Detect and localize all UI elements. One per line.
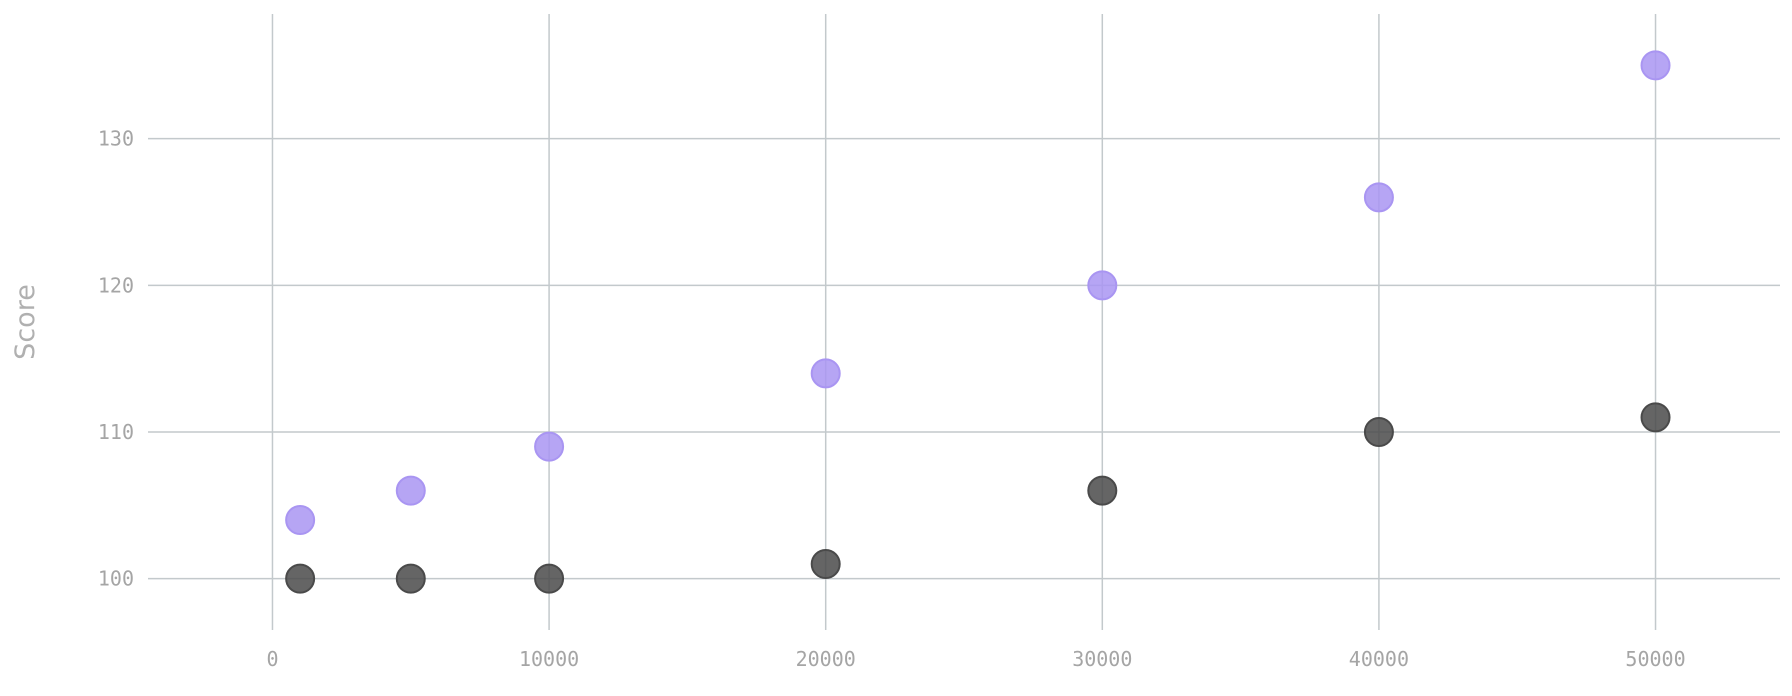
x-tick-label: 50000 — [1625, 647, 1685, 671]
data-point — [534, 431, 565, 462]
data-point — [285, 563, 316, 594]
x-tick-label: 10000 — [519, 647, 579, 671]
data-point — [1640, 50, 1671, 81]
y-axis-title: Score — [10, 284, 41, 360]
y-tick-label: 120 — [98, 273, 134, 297]
x-tick-label: 30000 — [1072, 647, 1132, 671]
data-point — [1087, 475, 1118, 506]
data-point — [395, 475, 426, 506]
data-point — [285, 505, 316, 535]
series-2 — [285, 402, 1671, 594]
data-point — [810, 549, 841, 579]
x-tick-label: 0 — [266, 647, 278, 671]
data-point — [1363, 417, 1394, 447]
data-point — [1363, 182, 1394, 213]
y-tick-label: 130 — [98, 127, 134, 151]
grid-layer — [148, 14, 1780, 630]
data-point — [1087, 270, 1118, 301]
y-tick-label: 100 — [98, 567, 134, 591]
series-1 — [285, 50, 1671, 535]
tick-label-layer: 0 10000 20000 30000 40000 50000 100 110 120 130 — [98, 127, 1686, 671]
x-tick-label: 20000 — [796, 647, 856, 671]
x-tick-label: 40000 — [1349, 647, 1409, 671]
points-layer — [285, 50, 1671, 594]
data-point — [1640, 402, 1671, 433]
y-tick-label: 110 — [98, 420, 134, 444]
data-point — [534, 563, 565, 594]
data-point — [810, 358, 841, 389]
data-point — [395, 563, 426, 594]
